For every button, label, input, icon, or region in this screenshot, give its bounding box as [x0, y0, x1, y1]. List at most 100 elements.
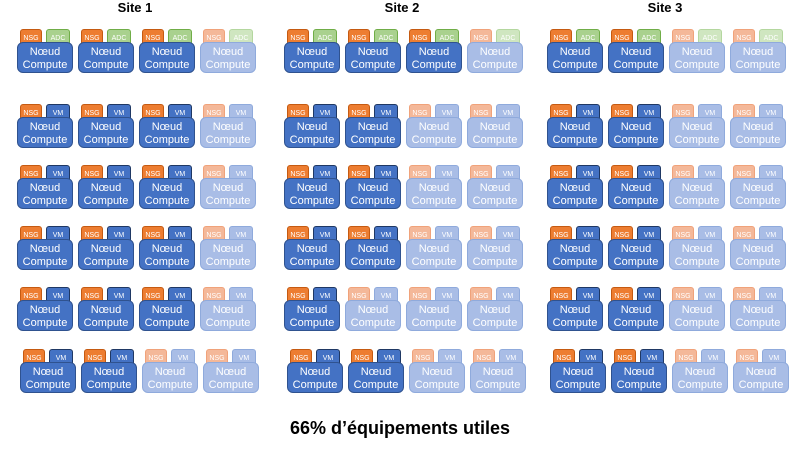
node-body: Nœud Compute	[730, 178, 786, 209]
node-body: Nœud Compute	[669, 42, 725, 73]
nsg-tag: NSG	[20, 104, 42, 121]
compute-node: NSG VM Nœud Compute	[139, 104, 195, 148]
node-label-line1: Nœud	[482, 366, 514, 378]
compute-node: NSG ADC Nœud Compute	[78, 29, 134, 73]
nsg-tag: NSG	[203, 287, 225, 304]
compute-node: NSG VM Nœud Compute	[672, 349, 728, 393]
compute-node: NSG VM Nœud Compute	[287, 349, 343, 393]
node-body: Nœud Compute	[345, 239, 401, 270]
node-label-line1: Nœud	[559, 243, 591, 255]
compute-node: NSG VM Nœud Compute	[200, 104, 256, 148]
compute-node: NSG VM Nœud Compute	[284, 104, 340, 148]
node-label-line2: Compute	[350, 317, 396, 329]
node-body: Nœud Compute	[547, 239, 603, 270]
node-label-line1: Nœud	[151, 304, 183, 316]
nsg-tag: NSG	[203, 29, 225, 46]
compute-node: NSG VM Nœud Compute	[284, 226, 340, 270]
node-label-line1: Nœud	[623, 366, 655, 378]
node-label-line1: Nœud	[29, 304, 61, 316]
node-body: Nœud Compute	[139, 117, 195, 148]
node-label-line2: Compute	[353, 379, 399, 391]
node-label-line1: Nœud	[212, 243, 244, 255]
node-label-line2: Compute	[205, 317, 251, 329]
compute-node: NSG VM Nœud Compute	[470, 349, 526, 393]
compute-node: NSG ADC Nœud Compute	[608, 29, 664, 73]
compute-node: NSG VM Nœud Compute	[200, 165, 256, 209]
compute-node: NSG VM Nœud Compute	[345, 226, 401, 270]
node-label-line2: Compute	[555, 379, 601, 391]
node-label-line2: Compute	[472, 134, 518, 146]
node-body: Nœud Compute	[467, 300, 523, 331]
node-label-line1: Nœud	[559, 121, 591, 133]
compute-node: NSG ADC Nœud Compute	[547, 29, 603, 73]
node-label-line2: Compute	[472, 195, 518, 207]
compute-node: NSG VM Nœud Compute	[547, 287, 603, 331]
node-label-line2: Compute	[472, 256, 518, 268]
compute-node: NSG VM Nœud Compute	[608, 165, 664, 209]
compute-node: NSG VM Nœud Compute	[608, 104, 664, 148]
node-label-line2: Compute	[144, 195, 190, 207]
compute-node: NSG VM Nœud Compute	[406, 287, 462, 331]
node-label-line1: Nœud	[620, 46, 652, 58]
node-label-line2: Compute	[735, 59, 781, 71]
compute-node: NSG VM Nœud Compute	[203, 349, 259, 393]
nsg-tag: NSG	[611, 226, 633, 243]
node-label-line2: Compute	[613, 134, 659, 146]
nsg-tag: NSG	[142, 165, 164, 182]
node-label-line1: Nœud	[296, 121, 328, 133]
node-label-line2: Compute	[350, 134, 396, 146]
node-body: Nœud Compute	[608, 178, 664, 209]
node-body: Nœud Compute	[406, 117, 462, 148]
node-body: Nœud Compute	[287, 362, 343, 393]
node-label-line1: Nœud	[681, 182, 713, 194]
compute-node: NSG VM Nœud Compute	[406, 165, 462, 209]
node-body: Nœud Compute	[547, 300, 603, 331]
node-body: Nœud Compute	[730, 117, 786, 148]
compute-node: NSG VM Nœud Compute	[547, 104, 603, 148]
node-label-line2: Compute	[613, 256, 659, 268]
node-label-line2: Compute	[613, 59, 659, 71]
node-body: Nœud Compute	[17, 117, 73, 148]
node-label-line1: Nœud	[620, 243, 652, 255]
vm-tag: VM	[759, 104, 783, 121]
node-body: Nœud Compute	[200, 300, 256, 331]
compute-node: NSG VM Nœud Compute	[547, 226, 603, 270]
node-body: Nœud Compute	[547, 178, 603, 209]
nsg-tag: NSG	[84, 349, 106, 366]
node-label-line2: Compute	[674, 195, 720, 207]
compute-node: NSG ADC Nœud Compute	[284, 29, 340, 73]
node-body: Nœud Compute	[470, 362, 526, 393]
node-label-line1: Nœud	[357, 46, 389, 58]
nsg-tag: NSG	[672, 226, 694, 243]
node-label-line1: Nœud	[681, 46, 713, 58]
vm-tag: VM	[313, 104, 337, 121]
node-body: Nœud Compute	[17, 42, 73, 73]
node-label-line1: Nœud	[620, 182, 652, 194]
node-label-line1: Nœud	[418, 121, 450, 133]
node-body: Nœud Compute	[669, 239, 725, 270]
node-label-line2: Compute	[144, 317, 190, 329]
compute-node: NSG VM Nœud Compute	[78, 226, 134, 270]
node-label-line2: Compute	[350, 195, 396, 207]
compute-node: NSG VM Nœud Compute	[467, 287, 523, 331]
vm-tag: VM	[168, 287, 192, 304]
compute-node: NSG VM Nœud Compute	[17, 165, 73, 209]
node-body: Nœud Compute	[345, 42, 401, 73]
node-body: Nœud Compute	[142, 362, 198, 393]
node-label-line2: Compute	[411, 195, 457, 207]
node-label-line2: Compute	[289, 134, 335, 146]
compute-node: NSG VM Nœud Compute	[345, 165, 401, 209]
node-label-line1: Nœud	[418, 243, 450, 255]
node-body: Nœud Compute	[348, 362, 404, 393]
compute-node: NSG ADC Nœud Compute	[406, 29, 462, 73]
node-label-line1: Nœud	[29, 121, 61, 133]
site-title: Site 2	[384, 0, 420, 15]
nsg-tag: NSG	[550, 226, 572, 243]
node-label-line2: Compute	[144, 59, 190, 71]
compute-node: NSG ADC Nœud Compute	[467, 29, 523, 73]
node-label-line1: Nœud	[90, 243, 122, 255]
node-body: Nœud Compute	[547, 117, 603, 148]
adc-tag: ADC	[576, 29, 600, 46]
node-label-line2: Compute	[674, 256, 720, 268]
node-body: Nœud Compute	[730, 42, 786, 73]
